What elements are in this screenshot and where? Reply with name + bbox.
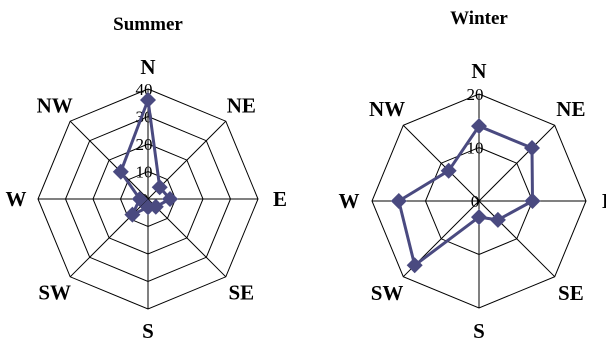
direction-label-sw: SW: [371, 281, 404, 305]
direction-label-se: SE: [558, 281, 584, 305]
direction-label-ne: NE: [227, 94, 256, 118]
data-point-n: [140, 92, 156, 108]
spoke-se: [147, 198, 227, 278]
direction-label-w: W: [339, 189, 360, 213]
direction-label-sw: SW: [38, 280, 71, 304]
direction-label-e: E: [602, 189, 606, 213]
data-point-w: [390, 193, 407, 209]
spoke-nw: [402, 124, 480, 202]
direction-label-e: E: [273, 187, 287, 211]
data-point-ne: [151, 179, 168, 196]
data-point-e: [162, 191, 178, 207]
tick-label-20: 20: [467, 85, 484, 104]
spoke-se: [478, 200, 556, 278]
direction-label-s: S: [142, 319, 154, 343]
direction-label-nw: NW: [369, 97, 405, 121]
direction-label-n: N: [140, 55, 155, 79]
direction-label-n: N: [471, 59, 486, 83]
tick-label-0: 0: [471, 192, 480, 211]
data-point-n: [471, 118, 487, 135]
winter-radar-chart: Winter 0 10 20 N NE E SE S SW W NW: [339, 8, 606, 343]
data-point-sw: [124, 206, 141, 223]
data-point-sw: [406, 257, 423, 274]
chart-title: Winter: [450, 8, 508, 29]
summer-radar-chart: Summer010203040NNEESESSWWNW: [6, 14, 288, 343]
tick-label-10: 10: [136, 163, 153, 182]
direction-label-nw: NW: [37, 94, 73, 118]
data-point-e: [524, 193, 541, 209]
spoke-ne: [478, 124, 556, 202]
series-line: [397, 124, 534, 267]
tick-label-10: 10: [467, 139, 484, 158]
tick-label-20: 20: [136, 135, 153, 154]
data-point-se: [489, 211, 506, 228]
direction-label-s: S: [473, 319, 485, 343]
data-point-ne: [524, 140, 540, 156]
data-point-s: [471, 209, 487, 226]
direction-label-se: SE: [228, 280, 254, 304]
data-point-nw: [440, 162, 457, 179]
data-point-nw: [112, 163, 129, 180]
direction-label-w: W: [6, 187, 27, 211]
chart-title: Summer: [113, 14, 183, 35]
spoke-nw: [69, 120, 149, 200]
direction-label-ne: NE: [556, 97, 585, 121]
data-point-w: [131, 191, 148, 207]
data-point-s: [140, 199, 156, 216]
